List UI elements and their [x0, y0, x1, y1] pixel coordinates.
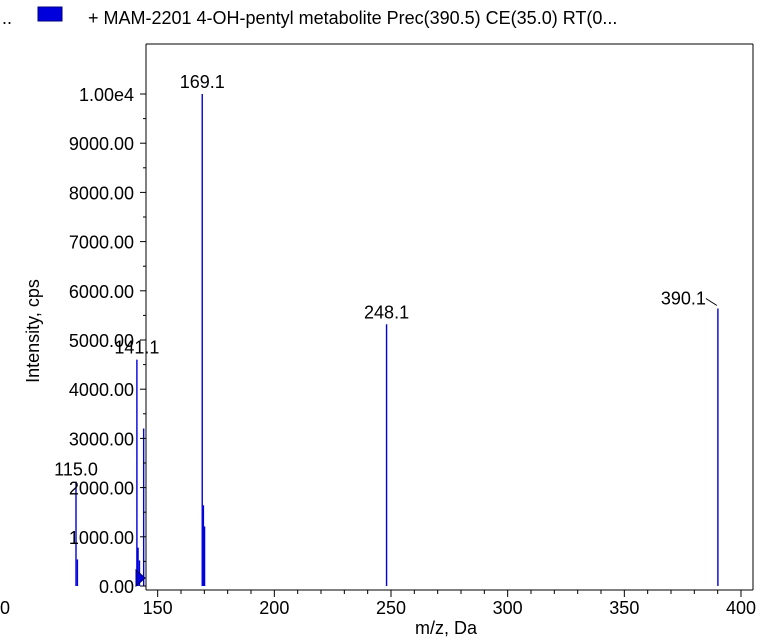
x-tick-label: 150 — [143, 598, 173, 618]
y-tick-label: 7000.00 — [69, 233, 134, 253]
x-axis-title: m/z, Da — [415, 618, 478, 638]
legend-entry: + MAM-2201 4-OH-pentyl metabolite Prec(3… — [88, 8, 617, 28]
x-tick-label: 350 — [609, 598, 639, 618]
peak-label: 141.1 — [114, 338, 159, 358]
peak-label: 169.1 — [180, 72, 225, 92]
legend-swatch — [38, 7, 62, 21]
y-tick-label: 3000.00 — [69, 429, 134, 449]
peak-label: 115.0 — [54, 460, 98, 480]
y-tick-label: 8000.00 — [69, 183, 134, 203]
peak-labels: 115.0 141.1 169.1 248.1 390.1 — [54, 72, 717, 480]
y-tick-label: 0.00 — [99, 577, 134, 597]
y-tick-label: 2000.00 — [69, 479, 134, 499]
x-tick-label: 200 — [259, 598, 289, 618]
x-tick-label: 250 — [376, 598, 406, 618]
x-axis: 150 200 250 300 350 400 — [143, 590, 756, 618]
y-tick-label: 9000.00 — [69, 134, 134, 154]
x-left-edge-label: 0 — [0, 598, 10, 618]
peak-label: 390.1 — [661, 289, 706, 309]
y-tick-label: 1000.00 — [69, 528, 134, 548]
y-axis: 0.001000.002000.003000.004000.005000.006… — [69, 44, 146, 597]
y-tick-label: 4000.00 — [69, 380, 134, 400]
peak-bars — [76, 94, 718, 586]
x-tick-label: 300 — [493, 598, 523, 618]
peak-label: 248.1 — [364, 302, 409, 322]
legend-left-fragment: .. — [2, 8, 12, 28]
plot-frame — [146, 44, 753, 590]
y-tick-label: 6000.00 — [69, 282, 134, 302]
peak-label-leader — [706, 299, 717, 306]
y-tick-label: 1.00e4 — [79, 85, 134, 105]
legend: .. + MAM-2201 4-OH-pentyl metabolite Pre… — [2, 7, 617, 28]
y-axis-title: Intensity, cps — [23, 279, 43, 383]
x-tick-label: 400 — [726, 598, 756, 618]
